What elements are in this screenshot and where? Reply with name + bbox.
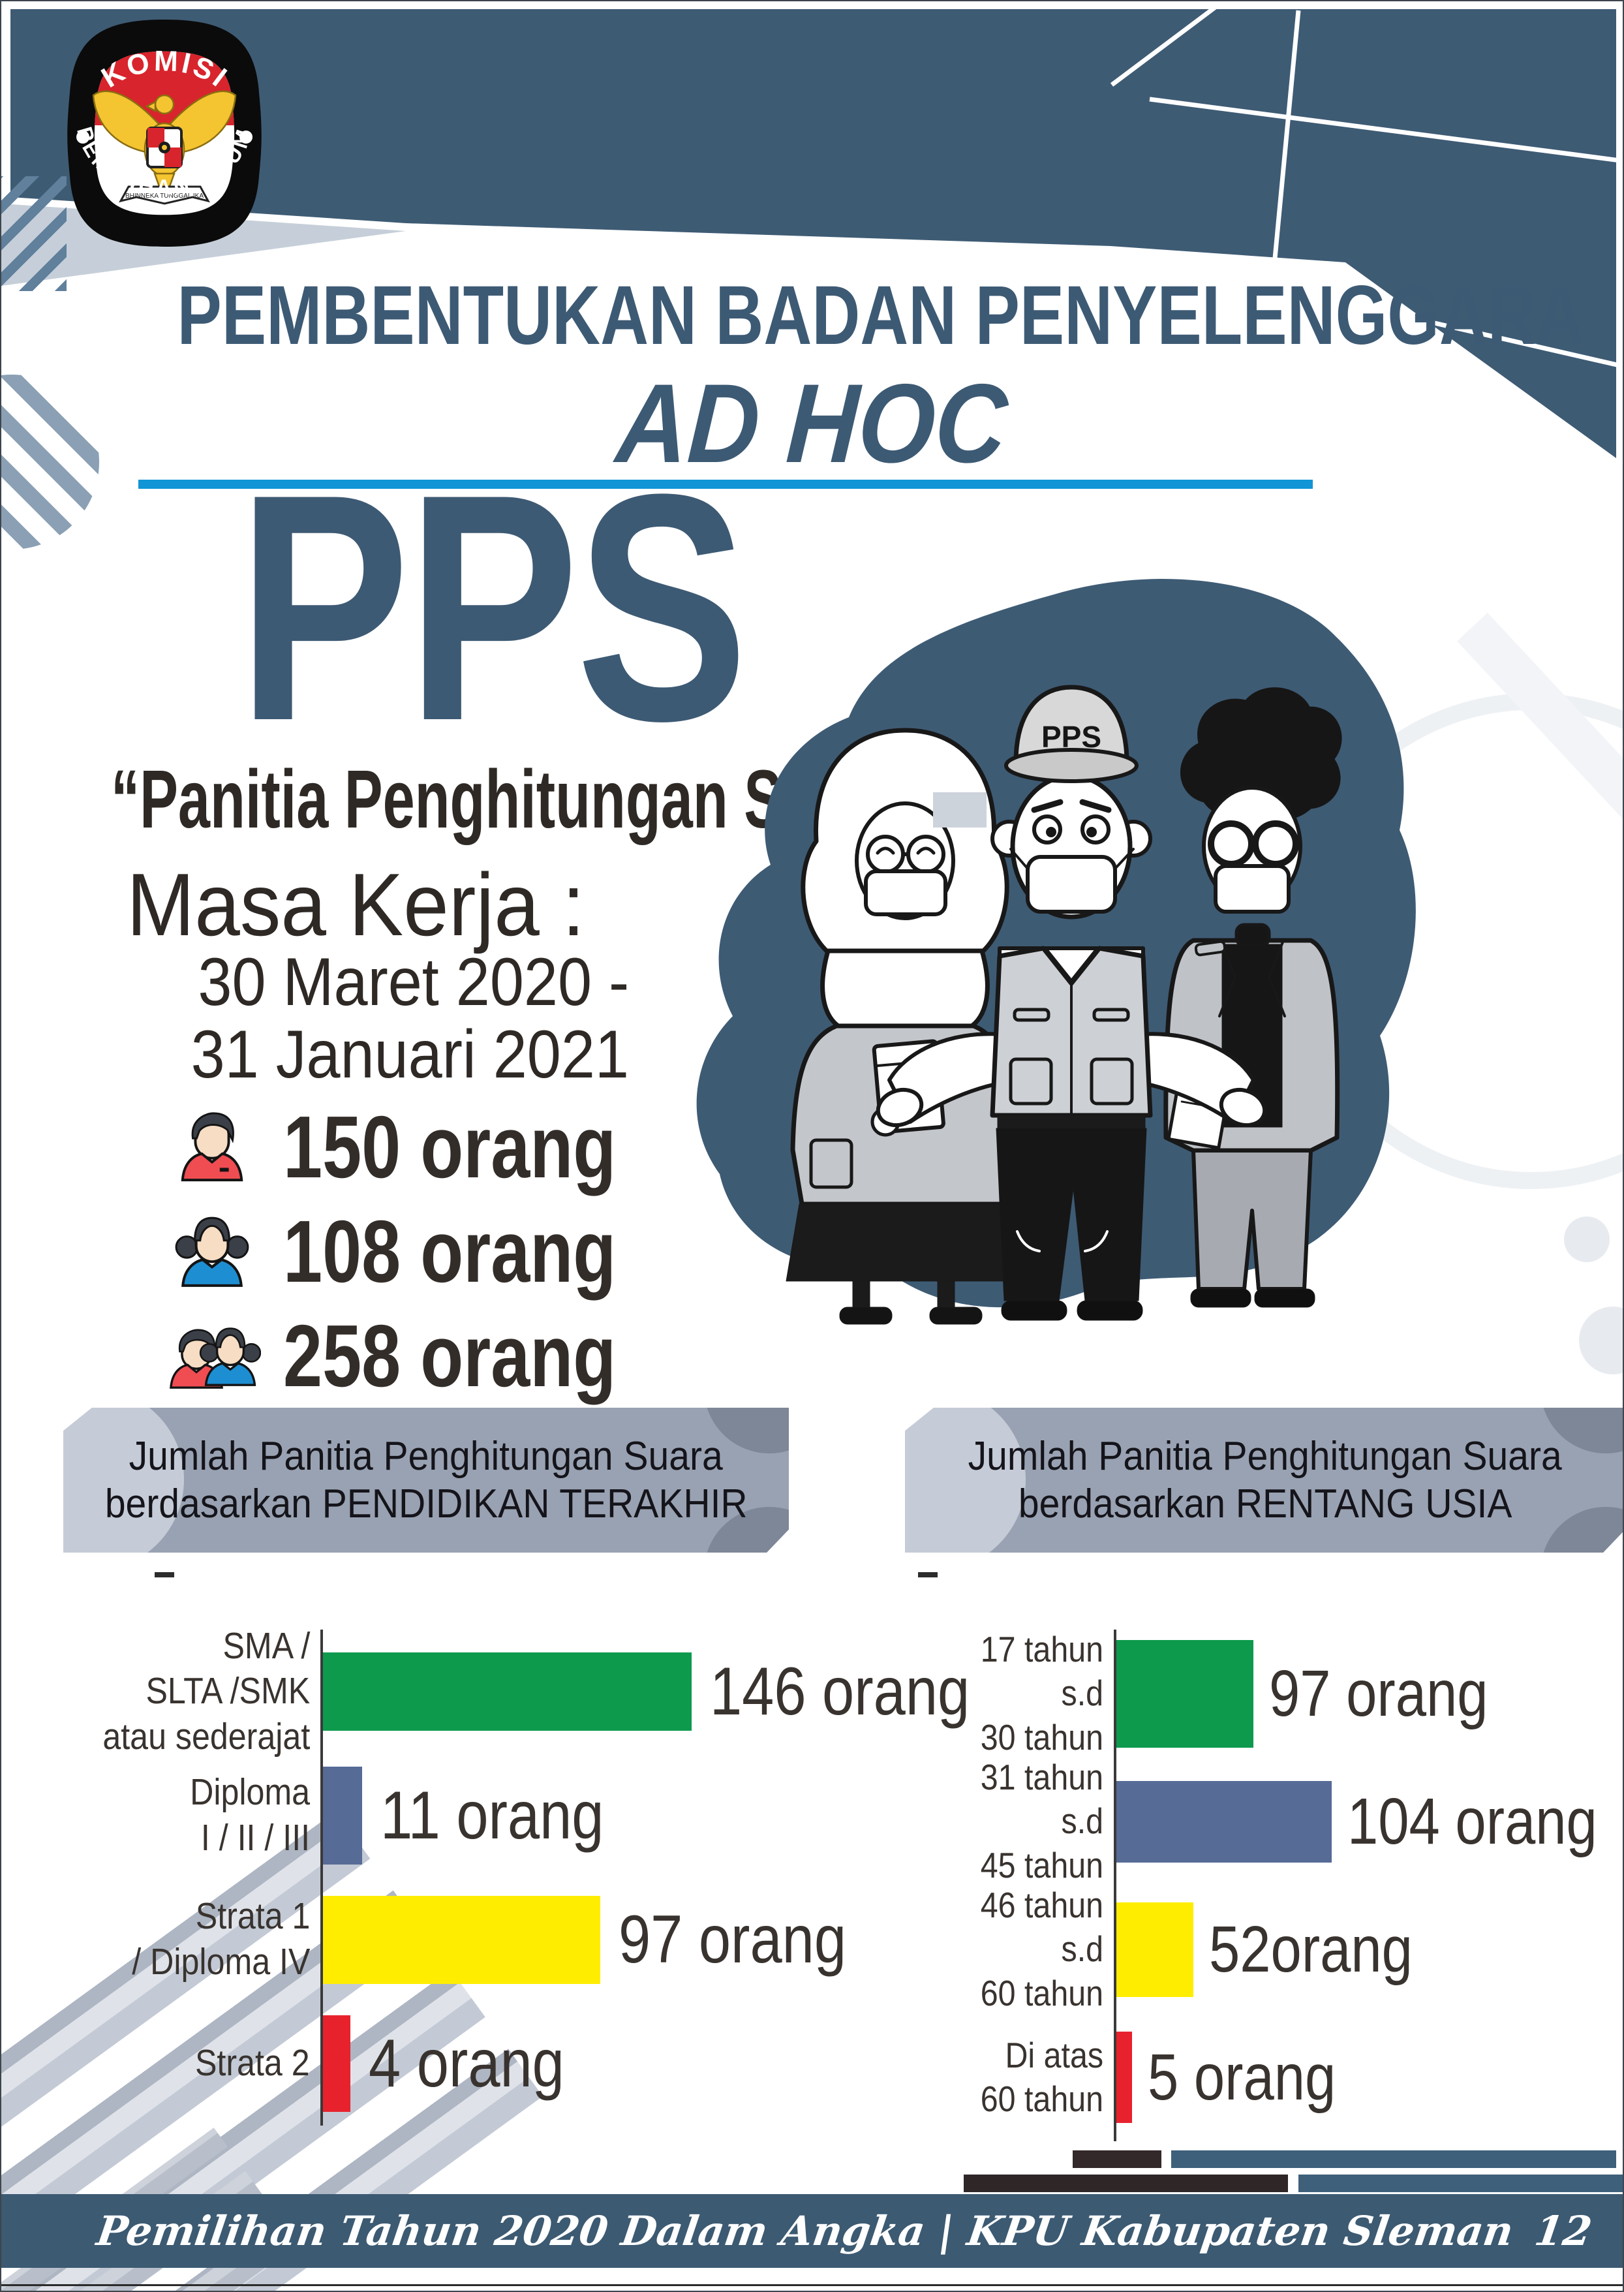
chart-pendidikan-terakhir: Jumlah Panitia Penghitungan Suara berdas… — [63, 1408, 970, 2126]
category-label: Strata 2 — [195, 2042, 310, 2084]
masa-kerja-label: Masa Kerja : — [127, 855, 585, 954]
bar-strata2 — [323, 2015, 350, 2112]
people-group-icon — [169, 1327, 261, 1389]
category-label: 31 tahun s.d 45 tahun — [980, 1757, 1103, 1885]
page-title: PEMBENTUKAN BADAN PENYELENGGARA — [177, 269, 1584, 362]
female-person-icon — [175, 1216, 249, 1287]
dash-decoration — [155, 1572, 174, 1577]
category-label: Di atas 60 tahun — [980, 2034, 1103, 2119]
stripes-decoration — [1, 176, 67, 291]
value-label: 5 orang — [1148, 2040, 1336, 2114]
footer-band: Pemilihan Tahun 2020 Dalam Angka | KPU K… — [1, 2194, 1623, 2268]
value-label: 4 orang — [369, 2025, 564, 2101]
chart-title: Jumlah Panitia Penghitungan Suara berdas… — [104, 1433, 748, 1526]
axis-line: 146 orang 11 orang 97 orang 4 orang — [320, 1630, 1015, 2126]
accent-underline — [138, 480, 1313, 489]
bar-diatas-60 — [1116, 2032, 1132, 2123]
category-label: SMA / SLTA /SMK atau sederajat — [102, 1624, 310, 1758]
category-label: 17 tahun s.d 30 tahun — [980, 1629, 1103, 1758]
bar-decoration — [964, 2175, 1288, 2192]
curly-hair-man-figure — [1163, 687, 1342, 1308]
value-label: 146 orang — [710, 1653, 970, 1729]
dot-decoration — [1564, 1216, 1610, 1262]
footer-caption: Pemilihan Tahun 2020 Dalam Angka | KPU K… — [93, 2207, 1516, 2255]
chart-title-banner: Jumlah Panitia Penghitungan Suara berdas… — [905, 1408, 1624, 1553]
male-person-icon — [181, 1112, 243, 1182]
category-label: 46 tahun s.d 60 tahun — [980, 1885, 1103, 2013]
value-label: 97 orang — [1269, 1656, 1488, 1730]
footer-page-number: 12 — [1531, 2207, 1595, 2255]
cap-label: PPS — [1041, 720, 1101, 754]
chart-title: Jumlah Panitia Penghitungan Suara berdas… — [968, 1433, 1563, 1526]
dot-decoration — [1579, 1307, 1623, 1374]
logo-ribbon-text: BHINNEKA TUNGGAL IKA — [125, 193, 204, 200]
masa-kerja-period: 30 Maret 2020 - 31 Januari 2021 — [191, 944, 629, 1093]
count-label: 150 orang — [283, 1097, 617, 1196]
small-rect-decoration — [933, 792, 987, 828]
value-label: 52orang — [1209, 1912, 1413, 1986]
bar-decoration — [1298, 2175, 1623, 2192]
count-label: 258 orang — [283, 1306, 617, 1405]
category-label: Diploma I / II / III — [190, 1771, 310, 1859]
count-row-total: 258 orang — [155, 1306, 699, 1405]
bar-diploma — [323, 1767, 362, 1865]
bar-decoration — [1073, 2150, 1161, 2168]
chart-title-banner: Jumlah Panitia Penghitungan Suara berdas… — [63, 1408, 789, 1553]
count-label: 108 orang — [283, 1201, 617, 1301]
value-label: 97 orang — [619, 1901, 846, 1977]
axis-line: 97 orang 104 orang 52orang 5 orang — [1114, 1630, 1623, 2141]
bar-strata1 — [323, 1895, 600, 1984]
count-row-male: 150 orang — [155, 1098, 699, 1196]
pps-cap-man-figure: PPS — [876, 685, 1267, 1321]
count-row-female: 108 orang — [155, 1201, 699, 1301]
pps-officers-illustration: PPS — [696, 579, 1416, 1325]
category-label: Strata 1 / Diploma IV — [131, 1895, 310, 1983]
bar-31-45 — [1116, 1780, 1332, 1863]
bar-decoration — [1171, 2150, 1616, 2168]
bottom-rule — [1, 2284, 1623, 2286]
chart-rentang-usia: Jumlah Panitia Penghitungan Suara berdas… — [905, 1408, 1624, 2141]
bar-17-30 — [1116, 1639, 1253, 1748]
kpu-logo: BHINNEKA TUNGGAL IKA KOMISI PEMILIHAN UM… — [67, 20, 262, 247]
value-label: 104 orang — [1347, 1784, 1597, 1858]
value-label: 11 orang — [380, 1777, 604, 1853]
member-counts: 150 orang 108 orang — [155, 1098, 699, 1411]
crossing-lines-decoration — [1110, 5, 1623, 369]
header-band — [1, 5, 1623, 458]
bar-sma-slta-smk — [323, 1652, 692, 1731]
pps-acronym: PPS — [237, 427, 748, 788]
dash-decoration — [918, 1572, 938, 1577]
bar-46-60 — [1116, 1902, 1193, 1997]
